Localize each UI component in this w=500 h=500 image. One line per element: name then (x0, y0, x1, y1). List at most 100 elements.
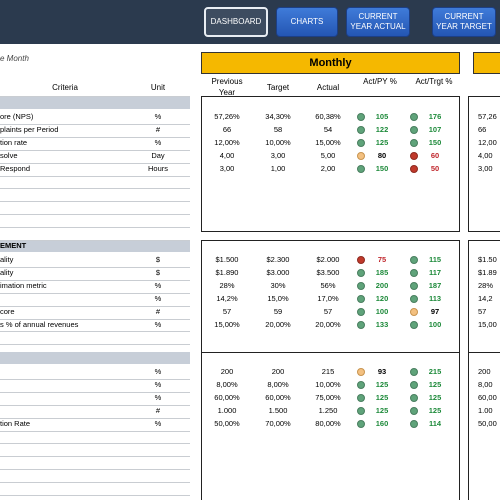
actual-column-header: Actual (316, 83, 340, 92)
next-period-previous-year-cell: 3,00 (478, 163, 493, 173)
actual-cell: $3.500 (316, 267, 340, 277)
unit-cell: % (154, 280, 162, 290)
criteria-cell: Respond (0, 163, 31, 173)
target-cell: 20,00% (265, 319, 291, 329)
row-divider (0, 443, 190, 445)
act-trgt-column-header: Act/Trgt % (415, 77, 453, 86)
act-trgt-percent: 115 (428, 255, 442, 264)
act-py-percent: 100 (375, 306, 389, 316)
criteria-cell: imation metric (0, 280, 47, 290)
criteria-cell: plaints per Period (0, 124, 59, 134)
target-cell: 1.500 (268, 405, 288, 415)
next-period-previous-year-cell: 4,00 (478, 150, 493, 160)
next-period-previous-year-cell: 60,00 (478, 392, 497, 402)
target-cell: $3.000 (266, 267, 290, 277)
act-trgt-percent: 117 (428, 267, 442, 277)
section-2-title: EMENT (0, 241, 27, 250)
next-period-previous-year-cell: 57,26 (478, 112, 497, 121)
current-year-target-button[interactable]: CURRENT YEAR TARGET (432, 7, 496, 37)
row-divider (0, 318, 190, 320)
act-trgt-percent: 100 (428, 319, 442, 329)
next-period-previous-year-cell: $1.89 (478, 267, 497, 277)
act-trgt-status-dot (410, 380, 418, 389)
act-py-status-dot (357, 281, 365, 290)
previous-year-cell: $1.500 (215, 255, 239, 264)
act-trgt-status-dot (410, 393, 418, 402)
row-divider (0, 123, 190, 125)
act-trgt-percent: 50 (430, 163, 440, 173)
unit-cell: $ (155, 255, 161, 264)
row-divider (0, 266, 190, 268)
previous-year-cell: 57 (222, 306, 232, 316)
target-cell: 60,00% (265, 392, 291, 402)
row-divider (0, 495, 190, 496)
unit-cell: % (154, 367, 162, 376)
previous-year-cell: 66 (222, 124, 232, 134)
next-period-previous-year-cell: 8,00 (478, 379, 493, 389)
act-py-status-dot (357, 380, 365, 389)
act-py-percent: 125 (375, 392, 389, 402)
row-divider (0, 404, 190, 406)
act-trgt-percent: 114 (428, 418, 442, 428)
next-period-previous-year-cell: 57 (478, 306, 487, 316)
row-divider (0, 430, 190, 432)
current-year-target-label: CURRENT YEAR TARGET (436, 12, 492, 31)
row-divider (0, 214, 190, 216)
criteria-cell: ality (0, 255, 14, 264)
act-trgt-percent: 125 (428, 405, 442, 415)
target-cell: $2.300 (266, 255, 290, 264)
previous-year-cell: 12,00% (214, 137, 240, 147)
previous-year-cell: 57,26% (214, 112, 240, 121)
row-divider (0, 344, 190, 346)
act-trgt-status-dot (410, 164, 418, 173)
act-py-status-dot (357, 406, 365, 415)
act-py-status-dot (357, 419, 365, 428)
row-divider (0, 482, 190, 484)
row-divider (0, 201, 190, 203)
next-period-previous-year-cell: 15,00 (478, 319, 497, 329)
target-cell: 30% (270, 280, 286, 290)
act-trgt-percent: 60 (430, 150, 440, 160)
criteria-cell: core (0, 306, 15, 316)
criteria-cell: ality (0, 267, 14, 277)
row-divider (0, 469, 190, 471)
row-divider (0, 331, 190, 333)
unit-cell: $ (155, 267, 161, 277)
criteria-cell: ore (NPS) (0, 112, 34, 121)
actual-cell: 15,00% (315, 137, 341, 147)
charts-button[interactable]: CHARTS (276, 7, 338, 37)
current-year-actual-button[interactable]: CURRENT YEAR ACTUAL (346, 7, 410, 37)
unit-cell: # (155, 405, 161, 415)
act-trgt-status-dot (410, 320, 418, 329)
dashboard-button[interactable]: DASHBOARD (204, 7, 268, 37)
act-trgt-status-dot (410, 151, 418, 160)
next-period-previous-year-cell: 14,2 (478, 293, 493, 303)
act-py-status-dot (357, 268, 365, 277)
act-py-percent: 75 (377, 255, 387, 264)
criteria-cell: tion rate (0, 137, 28, 147)
act-trgt-status-dot (410, 307, 418, 316)
actual-cell: 10,00% (315, 379, 341, 389)
actual-cell: 2,00 (320, 163, 336, 173)
act-trgt-status-dot (410, 419, 418, 428)
act-py-percent: 150 (375, 163, 389, 173)
row-divider (0, 240, 190, 241)
act-trgt-percent: 113 (428, 293, 442, 303)
row-divider (0, 136, 190, 138)
act-trgt-percent: 125 (428, 392, 442, 402)
unit-cell: % (154, 319, 162, 329)
act-py-percent: 120 (375, 293, 389, 303)
unit-cell: % (154, 392, 162, 402)
target-cell: 70,00% (265, 418, 291, 428)
previous-year-cell: $1.890 (215, 267, 239, 277)
section-2-bar: EMENT (0, 240, 190, 252)
section-3-panel-right (468, 352, 500, 500)
unit-cell: % (154, 293, 162, 303)
act-py-status-dot (357, 138, 365, 147)
unit-cell: % (154, 418, 162, 428)
unit-cell: Hours (147, 163, 168, 173)
next-period-previous-year-cell: 50,00 (478, 418, 497, 428)
next-period-previous-year-cell: $1.50 (478, 255, 497, 264)
row-divider (0, 149, 190, 151)
actual-cell: 20,00% (315, 319, 341, 329)
